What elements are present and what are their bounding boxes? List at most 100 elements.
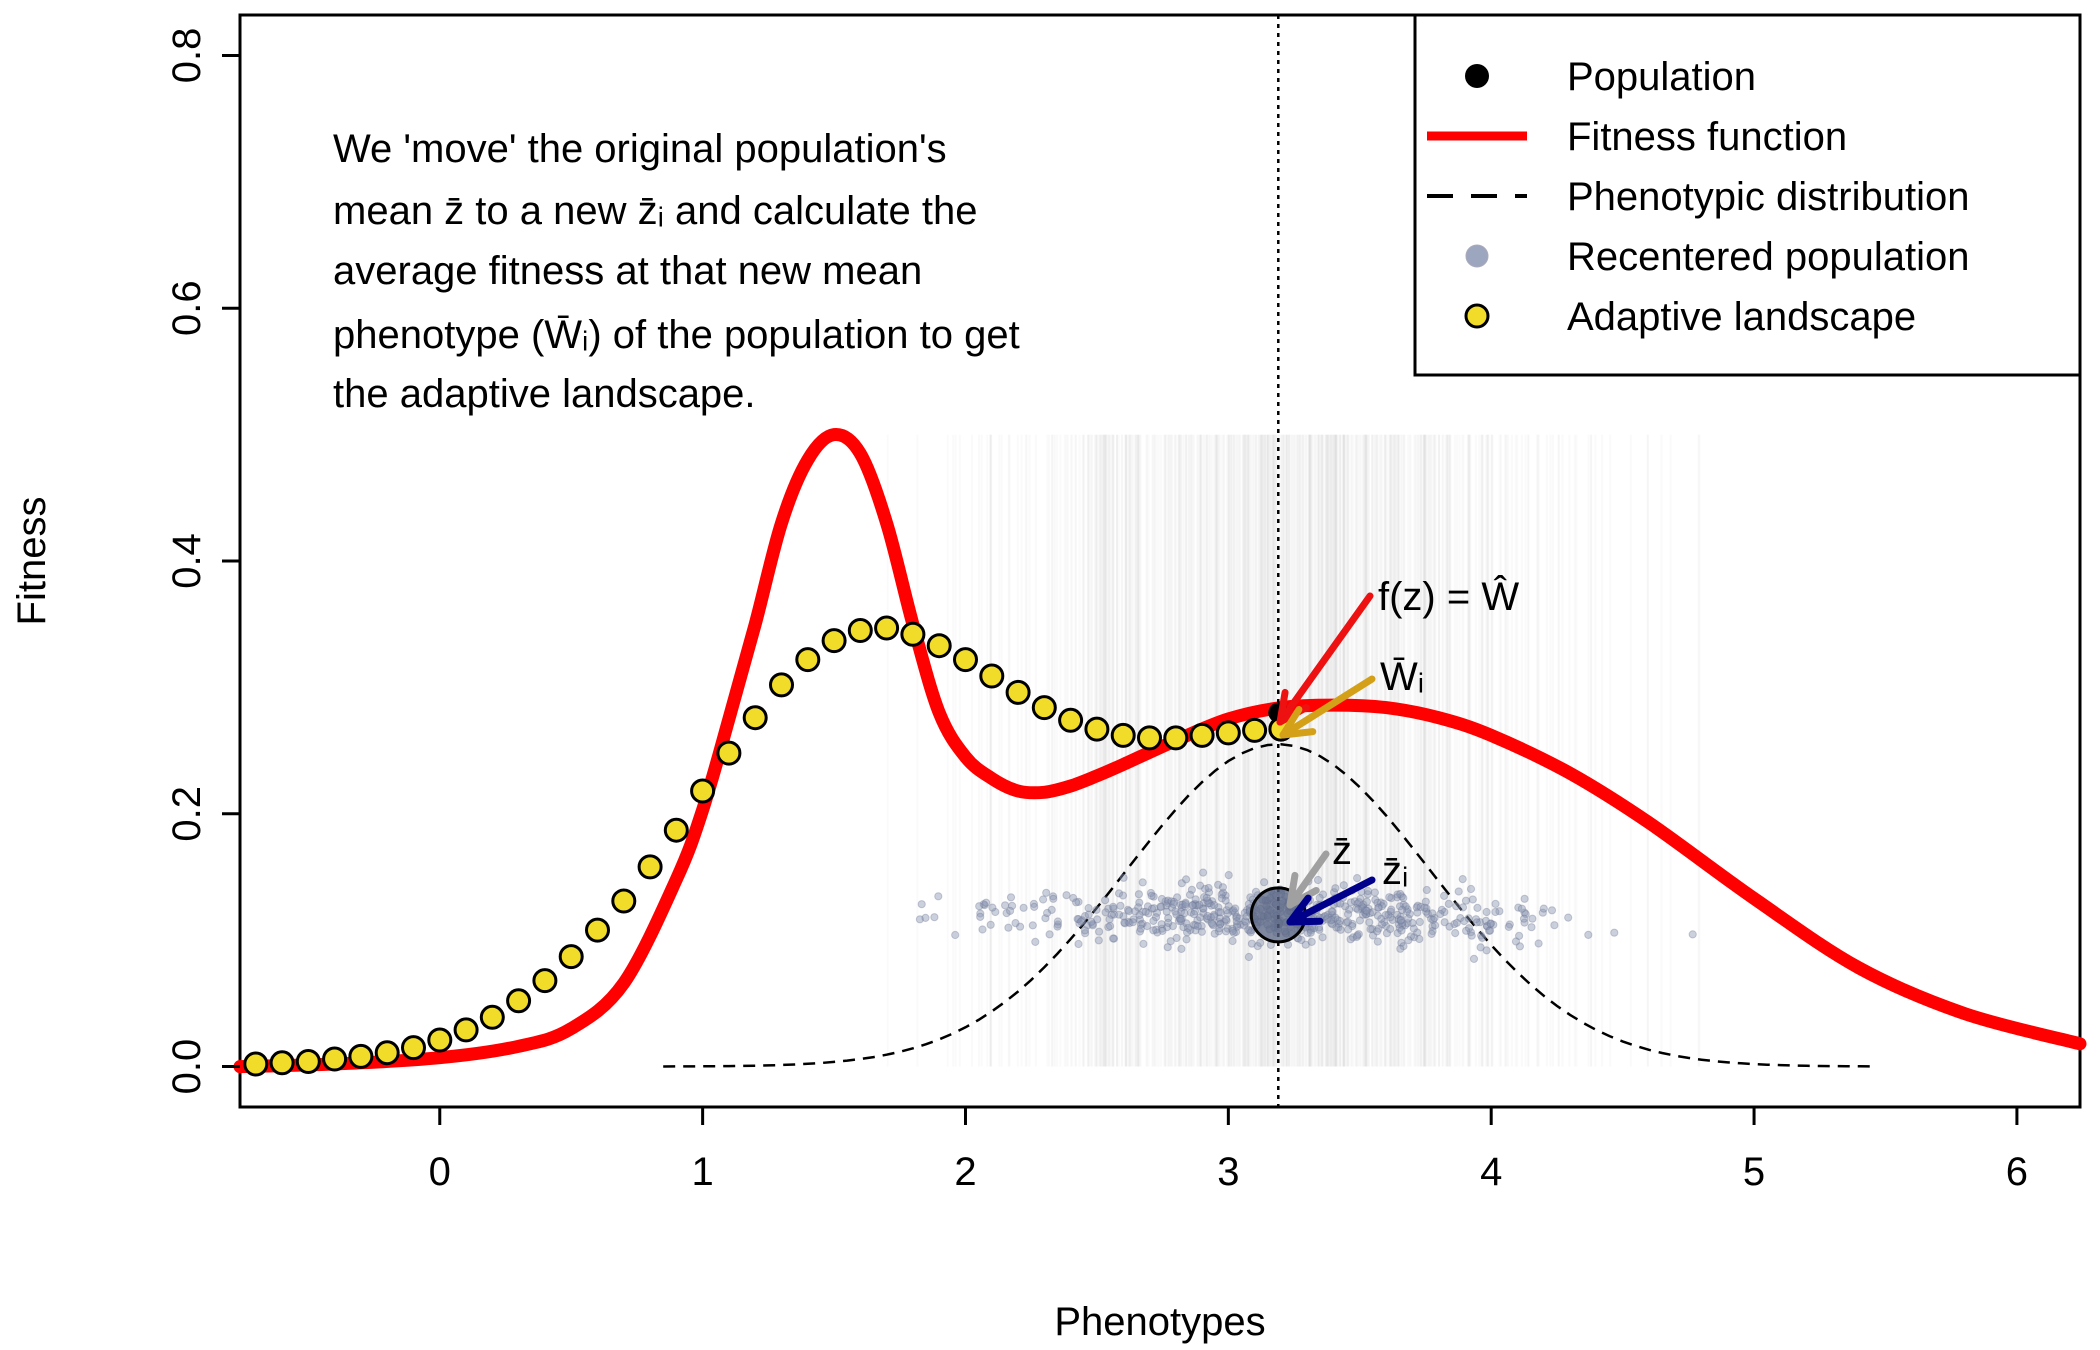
recentered-point xyxy=(1415,917,1424,927)
recentered-point xyxy=(1084,910,1093,919)
recentered-point xyxy=(1136,920,1146,929)
recentered-point xyxy=(1373,898,1382,907)
recentered-point xyxy=(1318,933,1327,942)
recentered-point xyxy=(1399,893,1408,903)
recentered-point xyxy=(1214,880,1223,889)
recentered-point xyxy=(1466,928,1476,937)
recentered-point xyxy=(1393,910,1402,920)
recentered-point xyxy=(1081,929,1090,938)
recentered-point xyxy=(1486,926,1495,935)
recentered-point xyxy=(1247,939,1257,948)
recentered-point xyxy=(1199,908,1208,918)
recentered-point xyxy=(1206,913,1216,922)
recentered-point xyxy=(1073,914,1082,924)
recentered-point xyxy=(1323,913,1333,923)
recentered-point xyxy=(1388,915,1397,925)
recentered-point xyxy=(1373,911,1382,920)
recentered-point xyxy=(1482,922,1492,931)
recentered-point xyxy=(1483,922,1492,931)
recentered-point xyxy=(1215,914,1224,923)
recentered-point xyxy=(1207,918,1216,928)
recentered-point xyxy=(1232,913,1241,922)
legend-population-label: Population xyxy=(1567,55,1756,99)
recentered-point xyxy=(1189,920,1199,930)
recentered-point xyxy=(1355,898,1364,907)
recentered-point xyxy=(1094,936,1103,945)
recentered-point xyxy=(1204,899,1213,908)
recentered-point xyxy=(1193,922,1202,931)
recentered-point xyxy=(1385,893,1394,902)
landscape-point xyxy=(348,1043,374,1069)
recentered-point xyxy=(1515,931,1524,941)
recentered-point xyxy=(1359,900,1368,909)
recentered-point xyxy=(1123,905,1133,915)
recentered-point xyxy=(1209,921,1218,930)
recentered-point xyxy=(1244,952,1254,962)
recentered-point xyxy=(1398,905,1407,915)
recentered-point xyxy=(1473,903,1482,913)
recentered-point xyxy=(1482,946,1491,955)
landscape-point xyxy=(874,615,900,641)
phenotype-rug-lines xyxy=(886,434,1701,1067)
recentered-point xyxy=(1346,935,1355,944)
recentered-point xyxy=(1354,930,1363,939)
recentered-point xyxy=(1394,915,1403,924)
recentered-point xyxy=(1072,898,1081,907)
landscape-point xyxy=(1005,679,1031,705)
recentered-point xyxy=(1515,942,1525,951)
x-tick-label: 2 xyxy=(954,1150,976,1194)
recentered-point xyxy=(1478,933,1487,942)
recentered-point xyxy=(1397,926,1406,935)
recentered-point xyxy=(1016,922,1025,931)
landscape-point xyxy=(1215,720,1241,746)
x-tick-label: 1 xyxy=(692,1150,714,1194)
recentered-point xyxy=(1398,921,1407,930)
recentered-point xyxy=(1217,894,1227,903)
legend-fitness-label: Fitness function xyxy=(1567,115,1847,159)
recentered-point xyxy=(1232,917,1241,926)
recentered-point xyxy=(1404,914,1413,923)
recentered-point xyxy=(1363,886,1373,896)
recentered-point xyxy=(1422,885,1431,895)
recentered-point xyxy=(1422,904,1431,913)
recentered-point xyxy=(1380,918,1389,927)
recentered-point xyxy=(1242,918,1251,927)
recentered-point xyxy=(1395,902,1405,911)
recentered-point xyxy=(1242,912,1251,921)
recentered-point xyxy=(1550,921,1559,930)
recentered-point xyxy=(1368,931,1378,940)
recentered-point xyxy=(1427,929,1436,939)
recentered-point xyxy=(1125,918,1134,928)
recentered-point xyxy=(1143,902,1153,911)
recentered-point xyxy=(1410,933,1419,942)
recentered-point xyxy=(1141,907,1150,916)
recentered-point xyxy=(1074,915,1083,924)
recentered-point xyxy=(1136,924,1145,933)
recentered-point xyxy=(1087,917,1096,926)
recentered-point xyxy=(1461,896,1471,905)
y-axis-title: Fitness xyxy=(10,497,54,626)
recentered-point xyxy=(1363,890,1372,899)
recentered-point xyxy=(1216,920,1225,929)
recentered-point xyxy=(1229,906,1238,915)
recentered-point xyxy=(1327,907,1336,916)
recentered-point xyxy=(1114,910,1124,919)
recentered-point xyxy=(1173,893,1182,902)
recentered-point xyxy=(1043,908,1052,918)
recentered-point xyxy=(1198,904,1208,913)
recentered-point xyxy=(1157,902,1166,912)
recentered-point xyxy=(1564,913,1573,922)
recentered-point xyxy=(1191,921,1200,930)
recentered-point xyxy=(1191,895,1200,904)
landscape-point xyxy=(506,988,532,1014)
recentered-point xyxy=(1428,927,1437,936)
recentered-point xyxy=(1138,907,1148,916)
recentered-point xyxy=(1218,883,1228,892)
recentered-point xyxy=(1374,903,1384,912)
landscape-point xyxy=(427,1027,453,1053)
landscape-point xyxy=(585,917,610,943)
recentered-point xyxy=(1451,929,1460,938)
recentered-point xyxy=(1401,902,1410,911)
recentered-point xyxy=(1152,925,1161,934)
recentered-point xyxy=(1129,915,1138,924)
